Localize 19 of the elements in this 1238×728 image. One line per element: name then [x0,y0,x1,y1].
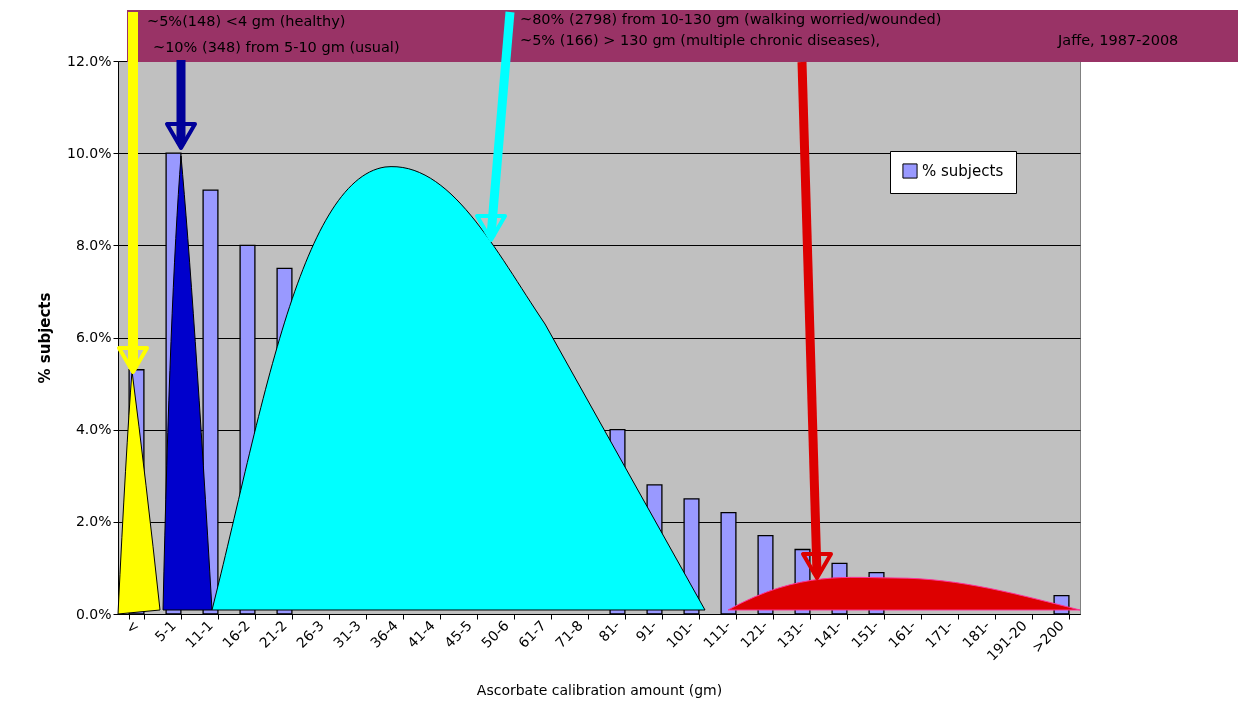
x-tick-label: 81- [595,617,623,645]
text: Jaffe, 1987-2008 [1058,31,1179,49]
y-tick-label: 8.0% [75,236,112,253]
text: ~5%(148) <4 gm (healthy) [147,12,346,30]
text: ~80% (2798) from 10-130 gm (walking worried/wounded) [520,10,942,28]
x-tick-label: 5-1 [151,617,179,645]
x-tick-label: 91- [632,617,660,645]
y-tick-label: 2.0% [75,513,112,530]
y-tick-label: 6.0% [75,329,112,345]
text: ~10% (348) from 5-10 gm (usual) [153,38,400,56]
y-tick-label: 4.0% [75,421,112,438]
x-axis-title: Ascorbate calibration amount (gm) [476,681,723,698]
y-tick-label: 10.0% [67,144,112,161]
y-tick-label: 0.0% [75,605,112,622]
legend-label: % subjects [922,162,1004,180]
y-tick-label: 12.0% [67,52,112,69]
x-tick-label: < [122,617,142,637]
y-axis-title: % subjects [36,292,55,384]
text: ~5% (166) > 130 gm (multiple chronic diseases), [520,31,881,49]
